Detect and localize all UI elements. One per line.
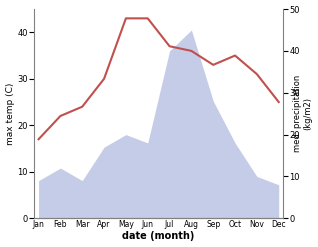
Y-axis label: max temp (C): max temp (C) — [5, 82, 15, 145]
Y-axis label: med. precipitation
(kg/m2): med. precipitation (kg/m2) — [293, 75, 313, 152]
X-axis label: date (month): date (month) — [122, 231, 195, 242]
